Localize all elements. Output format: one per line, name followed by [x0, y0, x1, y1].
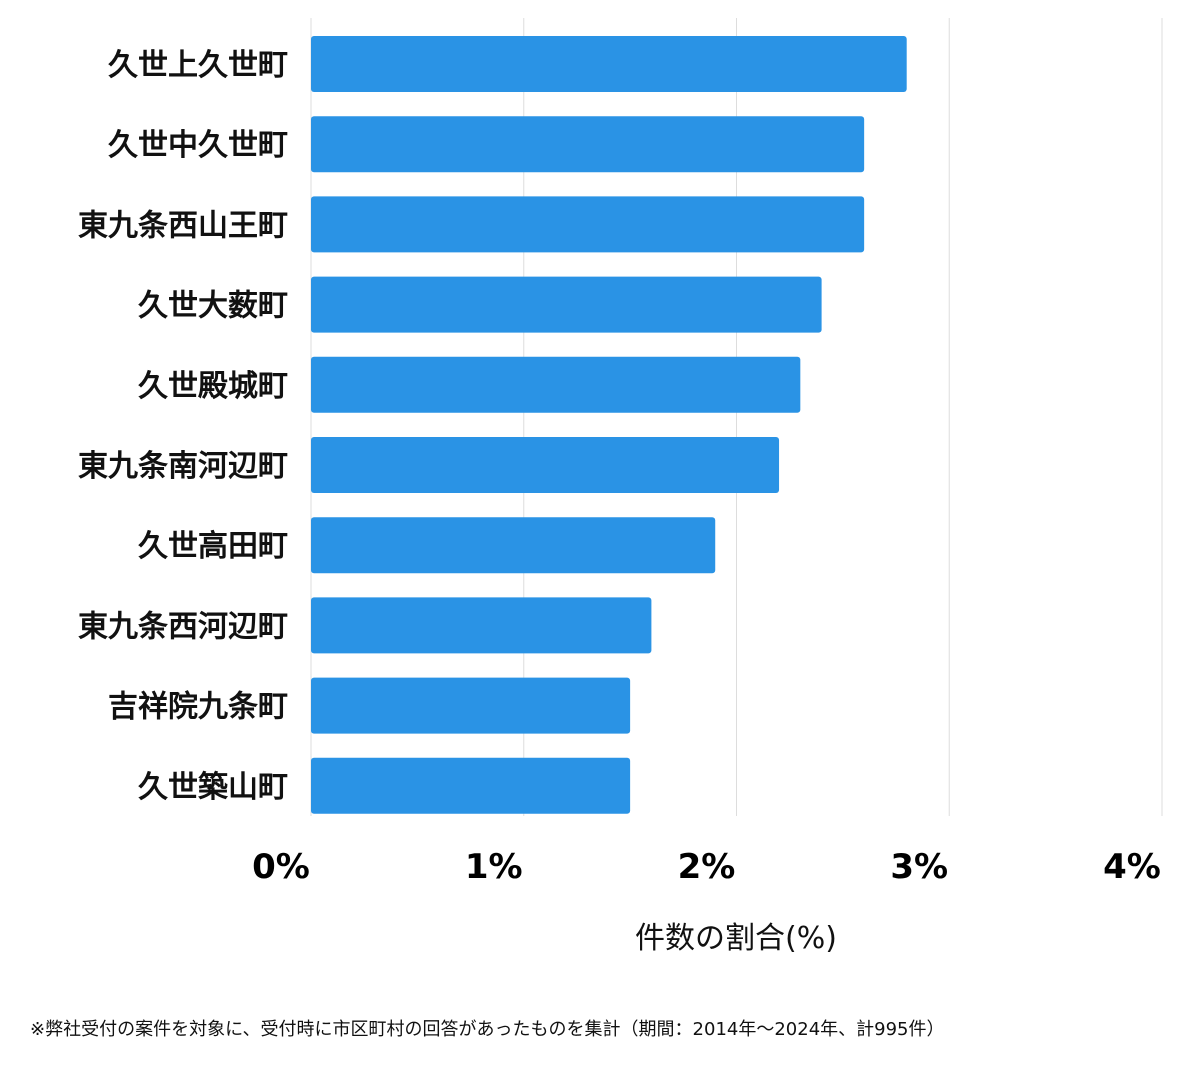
bars [311, 36, 907, 814]
bar [311, 276, 822, 333]
bar [311, 36, 907, 92]
category-label: 久世上久世町 [108, 48, 288, 83]
x-axis-title: 件数の割合(%) [635, 921, 837, 956]
category-labels: 久世上久世町久世中久世町東九条西山王町久世大薮町久世殿城町東九条南河辺町久世高田… [78, 48, 288, 805]
bar [311, 517, 716, 574]
x-tick-label: 1% [465, 847, 523, 887]
category-label: 東九条南河辺町 [78, 449, 288, 484]
x-tick-labels: 0% 1% 2% 3% 4% [252, 847, 1161, 887]
x-tick-label: 4% [1103, 847, 1161, 887]
bar-chart: 久世上久世町久世中久世町東九条西山王町久世大薮町久世殿城町東九条南河辺町久世高田… [78, 18, 1163, 956]
bar [311, 677, 631, 734]
category-label: 吉祥院九条町 [108, 690, 288, 725]
category-label: 久世中久世町 [108, 128, 288, 163]
category-label: 久世高田町 [138, 529, 288, 564]
x-tick-label: 0% [252, 847, 310, 887]
bar [311, 196, 865, 253]
bar [311, 356, 801, 413]
bar [311, 437, 780, 493]
category-label: 久世大薮町 [138, 289, 288, 324]
category-label: 東九条西河辺町 [78, 609, 288, 644]
bar [311, 757, 631, 814]
category-label: 久世殿城町 [138, 369, 288, 404]
x-tick-label: 2% [678, 847, 736, 887]
x-tick-label: 3% [890, 847, 948, 887]
category-label: 東九条西山王町 [78, 208, 288, 243]
footnote: ※弊社受付の案件を対象に、受付時に市区町村の回答があったものを集計（期間：201… [30, 1019, 945, 1040]
category-label: 久世築山町 [138, 770, 288, 805]
bar [311, 597, 652, 654]
bar [311, 116, 865, 173]
